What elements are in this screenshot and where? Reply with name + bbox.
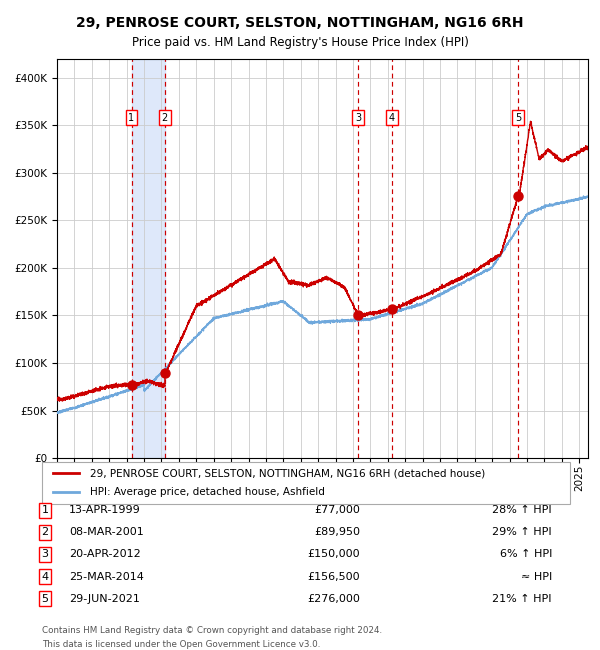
Bar xyxy=(131,58,165,458)
Text: 29-JUN-2021: 29-JUN-2021 xyxy=(69,593,140,604)
Text: £276,000: £276,000 xyxy=(307,593,360,604)
Text: 6% ↑ HPI: 6% ↑ HPI xyxy=(500,549,552,560)
Text: 1: 1 xyxy=(128,112,134,122)
Text: £156,500: £156,500 xyxy=(307,571,360,582)
Text: 28% ↑ HPI: 28% ↑ HPI xyxy=(493,505,552,515)
Text: Price paid vs. HM Land Registry's House Price Index (HPI): Price paid vs. HM Land Registry's House … xyxy=(131,36,469,49)
Text: 29, PENROSE COURT, SELSTON, NOTTINGHAM, NG16 6RH: 29, PENROSE COURT, SELSTON, NOTTINGHAM, … xyxy=(76,16,524,31)
Text: £89,950: £89,950 xyxy=(314,527,360,538)
Text: 5: 5 xyxy=(41,593,49,604)
Text: 2: 2 xyxy=(41,527,49,538)
Text: 4: 4 xyxy=(41,571,49,582)
Text: 1: 1 xyxy=(41,505,49,515)
Text: 3: 3 xyxy=(355,112,361,122)
Text: 29, PENROSE COURT, SELSTON, NOTTINGHAM, NG16 6RH (detached house): 29, PENROSE COURT, SELSTON, NOTTINGHAM, … xyxy=(89,469,485,478)
Text: 4: 4 xyxy=(389,112,395,122)
Text: 08-MAR-2001: 08-MAR-2001 xyxy=(69,527,144,538)
Text: 29% ↑ HPI: 29% ↑ HPI xyxy=(493,527,552,538)
Text: 3: 3 xyxy=(41,549,49,560)
Text: 21% ↑ HPI: 21% ↑ HPI xyxy=(493,593,552,604)
Text: HPI: Average price, detached house, Ashfield: HPI: Average price, detached house, Ashf… xyxy=(89,487,325,497)
Text: Contains HM Land Registry data © Crown copyright and database right 2024.: Contains HM Land Registry data © Crown c… xyxy=(42,626,382,635)
Text: £150,000: £150,000 xyxy=(307,549,360,560)
Text: This data is licensed under the Open Government Licence v3.0.: This data is licensed under the Open Gov… xyxy=(42,640,320,649)
Text: ≈ HPI: ≈ HPI xyxy=(521,571,552,582)
Text: £77,000: £77,000 xyxy=(314,505,360,515)
Text: 13-APR-1999: 13-APR-1999 xyxy=(69,505,141,515)
Text: 25-MAR-2014: 25-MAR-2014 xyxy=(69,571,144,582)
Text: 5: 5 xyxy=(515,112,521,122)
Text: 2: 2 xyxy=(161,112,168,122)
Text: 20-APR-2012: 20-APR-2012 xyxy=(69,549,141,560)
